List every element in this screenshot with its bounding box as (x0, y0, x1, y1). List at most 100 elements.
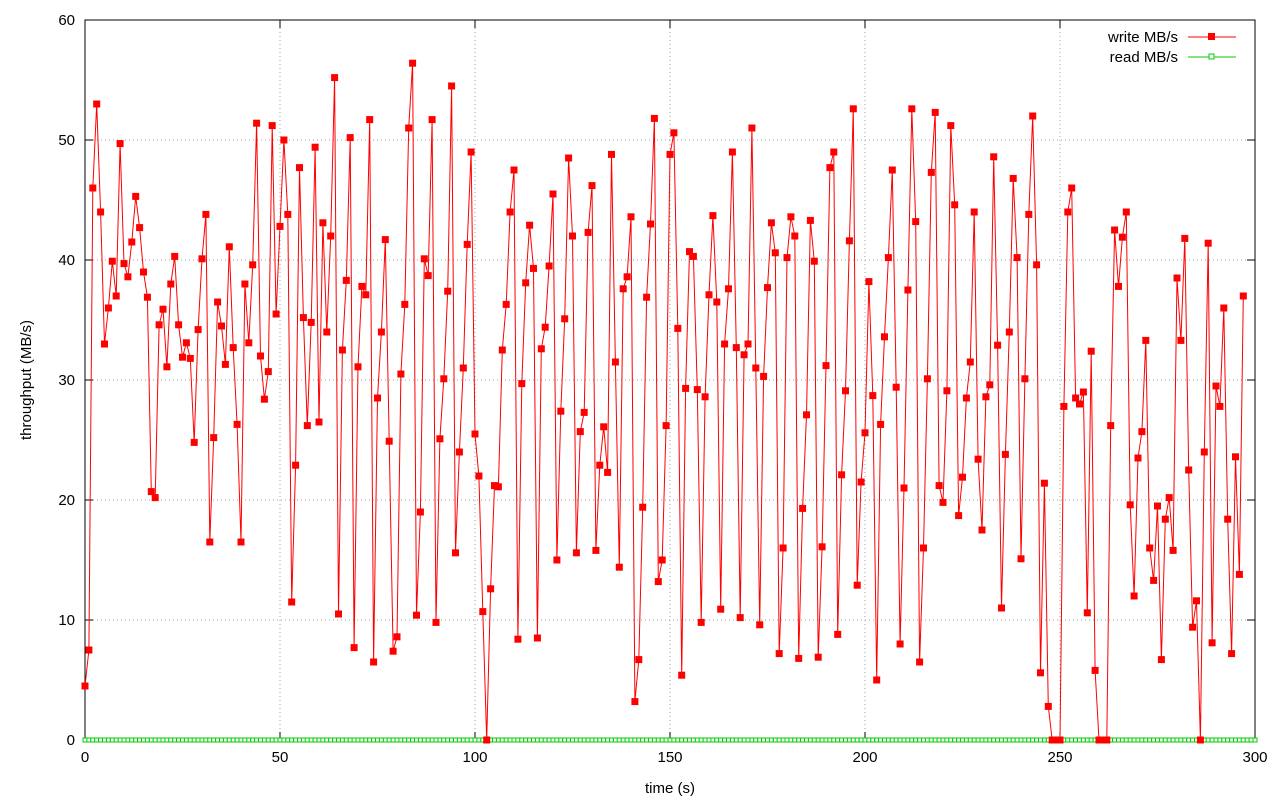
write-point (1196, 736, 1204, 744)
write-point (432, 618, 440, 626)
write-point (1157, 656, 1165, 664)
write-point (241, 280, 249, 288)
write-point (986, 381, 994, 389)
read-point (382, 737, 388, 743)
write-point (319, 219, 327, 227)
write-point (1232, 453, 1239, 461)
write-point (1060, 402, 1068, 410)
write-point (323, 328, 331, 336)
write-point (1177, 336, 1185, 344)
write-point (795, 654, 803, 662)
write-point (908, 105, 916, 113)
write-point (128, 238, 136, 246)
write-point (1220, 304, 1228, 312)
write-point (1130, 592, 1138, 600)
write-point (580, 408, 588, 416)
write-point (557, 407, 565, 415)
write-point (214, 298, 222, 306)
write-point (237, 538, 245, 546)
write-point (276, 222, 284, 230)
write-point (233, 420, 241, 428)
write-point (689, 252, 697, 260)
write-point (767, 219, 775, 227)
write-point (467, 148, 475, 156)
read-point (1252, 737, 1258, 743)
write-point (393, 633, 401, 641)
write-point (744, 340, 752, 348)
write-point (526, 221, 534, 229)
write-point (155, 321, 163, 329)
write-point (522, 279, 530, 287)
write-point (888, 166, 896, 174)
write-point (1189, 623, 1197, 631)
write-point (740, 351, 748, 359)
write-point (104, 304, 112, 312)
write-point (584, 228, 592, 236)
write-point (448, 82, 456, 90)
write-point (436, 435, 444, 443)
write-point (1005, 328, 1013, 336)
y-tick-label: 10 (58, 612, 75, 629)
write-point (315, 418, 323, 426)
write-point (752, 364, 760, 372)
write-point (814, 653, 822, 661)
write-point (760, 372, 768, 380)
write-point (822, 362, 830, 370)
read-point (363, 737, 369, 743)
write-point (377, 328, 385, 336)
read-point (203, 737, 209, 743)
write-point (1146, 544, 1154, 552)
write-point (931, 108, 939, 116)
write-point (728, 148, 736, 156)
write-point (530, 264, 537, 272)
write-point (249, 261, 257, 269)
write-point (701, 393, 709, 401)
write-point (389, 647, 397, 655)
write-point (541, 323, 549, 331)
write-point (350, 644, 358, 652)
write-point (845, 237, 853, 245)
write-point (647, 220, 654, 228)
read-point (343, 737, 349, 743)
write-point (682, 384, 690, 392)
write-point (818, 543, 826, 551)
write-point (619, 285, 627, 293)
write-point (1200, 448, 1208, 456)
write-point (810, 257, 818, 265)
write-point (1048, 736, 1056, 744)
write-point (537, 345, 545, 353)
write-point (853, 581, 861, 589)
read-point (144, 737, 150, 743)
series-layer (81, 59, 1258, 744)
write-point (1126, 501, 1134, 509)
write-point (206, 538, 214, 546)
write-point (175, 321, 183, 329)
write-point (662, 422, 670, 430)
write-point (182, 339, 190, 347)
read-point (183, 737, 189, 743)
write-point (409, 59, 417, 67)
write-point (327, 232, 335, 240)
read-point (250, 737, 256, 743)
write-point (639, 503, 647, 511)
write-point (713, 298, 721, 306)
write-point (140, 268, 147, 276)
write-point (245, 339, 253, 347)
write-point (218, 322, 225, 330)
write-point (608, 150, 615, 158)
write-point (1224, 515, 1232, 523)
write-point (416, 508, 424, 516)
write-point (194, 326, 202, 334)
write-point (147, 488, 155, 496)
write-point (280, 136, 288, 144)
write-point (596, 461, 604, 469)
write-point (565, 154, 573, 162)
write-point (1239, 292, 1247, 300)
write-point (498, 346, 506, 354)
write-point (401, 300, 409, 308)
write-point (1216, 402, 1224, 410)
write-point (424, 272, 432, 280)
read-point (230, 737, 236, 743)
write-point (678, 671, 686, 679)
y-tick-label: 0 (67, 732, 75, 749)
